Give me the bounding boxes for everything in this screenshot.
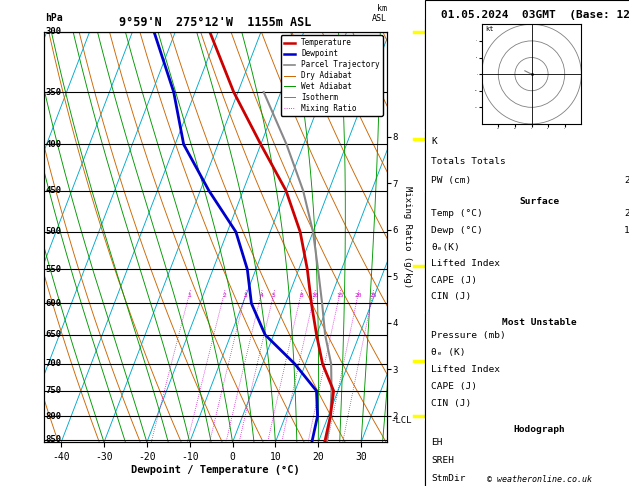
Text: Most Unstable: Most Unstable xyxy=(502,318,577,328)
Text: 300: 300 xyxy=(45,27,62,36)
Bar xyxy=(425,131,629,190)
Y-axis label: Mixing Ratio (g/kg): Mixing Ratio (g/kg) xyxy=(403,186,411,288)
Text: Pressure (mb): Pressure (mb) xyxy=(431,331,506,340)
Text: 2: 2 xyxy=(222,294,226,298)
Text: 500: 500 xyxy=(45,227,62,236)
Text: 650: 650 xyxy=(45,330,62,339)
Bar xyxy=(425,192,629,311)
Text: 20: 20 xyxy=(355,294,362,298)
Text: 450: 450 xyxy=(45,186,62,195)
Text: θₑ(K): θₑ(K) xyxy=(431,243,460,252)
Text: 800: 800 xyxy=(45,412,62,421)
Text: θₑ (K): θₑ (K) xyxy=(431,348,466,357)
Text: StmDir: StmDir xyxy=(431,474,466,483)
Bar xyxy=(425,19,629,129)
Text: K: K xyxy=(431,138,437,146)
Text: hPa: hPa xyxy=(45,14,63,23)
Text: PW (cm): PW (cm) xyxy=(431,176,472,185)
Text: Lifted Index: Lifted Index xyxy=(431,365,501,374)
Text: CAPE (J): CAPE (J) xyxy=(431,276,477,285)
Text: 750: 750 xyxy=(45,386,62,396)
Text: 400: 400 xyxy=(45,140,62,149)
Text: 700: 700 xyxy=(45,359,62,368)
Text: © weatheronline.co.uk: © weatheronline.co.uk xyxy=(487,474,592,484)
Text: Surface: Surface xyxy=(520,197,559,206)
Text: Temp (°C): Temp (°C) xyxy=(431,209,483,218)
Text: 5: 5 xyxy=(272,294,276,298)
Text: 850: 850 xyxy=(45,435,62,445)
Text: EH: EH xyxy=(431,438,443,447)
Text: Totals Totals: Totals Totals xyxy=(431,157,506,166)
Text: 15: 15 xyxy=(336,294,343,298)
Text: 24.9: 24.9 xyxy=(624,209,629,218)
Text: 2.95: 2.95 xyxy=(624,176,629,185)
Text: 600: 600 xyxy=(45,299,62,308)
Text: 8: 8 xyxy=(299,294,303,298)
Text: 10: 10 xyxy=(311,294,318,298)
Text: -LCL: -LCL xyxy=(390,416,412,425)
Text: km
ASL: km ASL xyxy=(372,4,387,23)
X-axis label: Dewpoint / Temperature (°C): Dewpoint / Temperature (°C) xyxy=(131,465,300,475)
Text: Hodograph: Hodograph xyxy=(513,425,565,434)
Text: Lifted Index: Lifted Index xyxy=(431,259,501,268)
Text: CIN (J): CIN (J) xyxy=(431,399,472,408)
Text: SREH: SREH xyxy=(431,456,455,465)
Legend: Temperature, Dewpoint, Parcel Trajectory, Dry Adiabat, Wet Adiabat, Isotherm, Mi: Temperature, Dewpoint, Parcel Trajectory… xyxy=(281,35,383,116)
Text: Dewp (°C): Dewp (°C) xyxy=(431,226,483,235)
Text: 3: 3 xyxy=(243,294,247,298)
Text: 01.05.2024  03GMT  (Base: 12): 01.05.2024 03GMT (Base: 12) xyxy=(442,10,629,20)
Text: kt: kt xyxy=(485,26,494,32)
Bar xyxy=(425,420,629,486)
Text: 350: 350 xyxy=(45,87,62,97)
Text: 4: 4 xyxy=(259,294,263,298)
Text: 17.8: 17.8 xyxy=(624,226,629,235)
Text: 25: 25 xyxy=(369,294,377,298)
Text: 550: 550 xyxy=(45,265,62,274)
Text: CAPE (J): CAPE (J) xyxy=(431,382,477,391)
Text: CIN (J): CIN (J) xyxy=(431,293,472,301)
Bar xyxy=(425,313,629,418)
Text: 1: 1 xyxy=(187,294,191,298)
Title: 9°59'N  275°12'W  1155m ASL: 9°59'N 275°12'W 1155m ASL xyxy=(120,16,311,29)
